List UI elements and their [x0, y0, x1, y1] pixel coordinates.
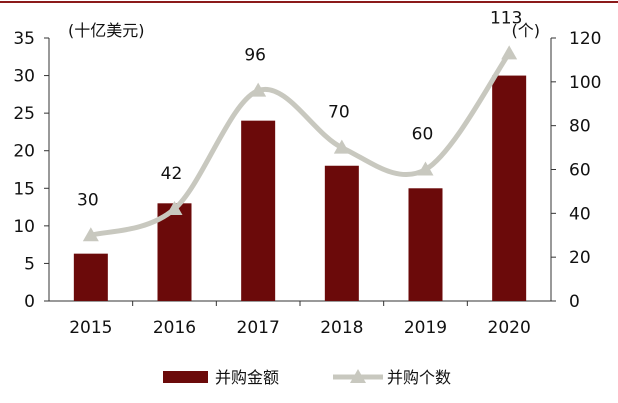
right-tick-label: 60: [569, 161, 591, 181]
x-tick-label: 2018: [320, 318, 363, 338]
legend-swatch-amount: [163, 371, 208, 383]
legend-label-amount: 并购金额: [215, 368, 279, 387]
x-tick-label: 2020: [488, 318, 531, 338]
data-labels: 30 42 96 70 60 113: [77, 8, 522, 210]
left-axis-unit-label: (十亿美元): [68, 21, 145, 40]
right-tick-label: 120: [569, 29, 601, 49]
triangle-marker-2017: [250, 82, 267, 97]
triangle-marker-2020: [501, 45, 518, 60]
left-tick-label: 10: [13, 217, 35, 237]
axes: 0 5 10 15 20 25 30 35 0 20 40 60 80 100 120 2015 2016 201…: [13, 29, 601, 338]
right-tick-label: 20: [569, 248, 591, 268]
right-tick-label: 80: [569, 117, 591, 137]
right-tick-label: 0: [569, 292, 580, 312]
triangle-marker-2016: [166, 200, 183, 215]
right-tick-label: 100: [569, 73, 601, 93]
count-data-label-2017: 96: [244, 46, 266, 66]
bar-series-amount: [73, 75, 527, 302]
count-data-label-2016: 42: [161, 164, 183, 184]
triangle-marker-2018: [333, 139, 350, 154]
count-data-label-2018: 70: [328, 103, 350, 123]
left-tick-label: 20: [13, 142, 35, 162]
legend-label-count: 并购个数: [387, 368, 451, 387]
left-tick-label: 30: [13, 67, 35, 87]
left-tick-label: 5: [24, 254, 35, 274]
bar-2018: [324, 165, 359, 301]
triangle-marker-2015: [82, 227, 99, 242]
x-tick-label: 2019: [404, 318, 447, 338]
right-axis-unit-label: (个): [512, 21, 541, 40]
bar-2020: [492, 75, 527, 301]
legend-triangle-icon: [350, 369, 366, 383]
left-tick-label: 15: [13, 179, 35, 199]
x-tick-label: 2017: [237, 318, 280, 338]
bar-2019: [408, 188, 443, 301]
bar-2015: [73, 253, 108, 301]
count-line-path: [88, 50, 512, 238]
x-tick-label: 2016: [153, 318, 196, 338]
triangle-marker-2019: [417, 161, 434, 176]
x-tick-label: 2015: [69, 318, 112, 338]
count-data-label-2015: 30: [77, 190, 99, 210]
count-data-label-2020: 113: [490, 8, 522, 28]
bar-2017: [241, 120, 276, 302]
left-tick-label: 25: [13, 104, 35, 124]
count-data-label-2019: 60: [412, 125, 434, 145]
left-tick-label: 35: [13, 29, 35, 49]
left-tick-label: 0: [24, 292, 35, 312]
line-series-count: [82, 45, 518, 242]
legend: 并购金额 并购个数: [163, 368, 451, 387]
right-tick-label: 40: [569, 204, 591, 224]
